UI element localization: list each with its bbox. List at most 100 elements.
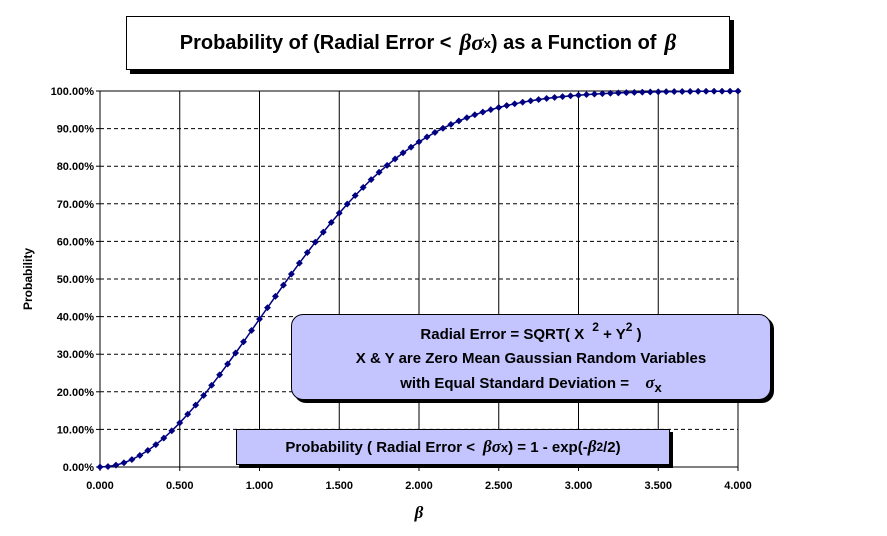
equation-prefix: Probability ( Radial Error < [285,438,475,456]
data-point [303,248,311,257]
data-point [184,410,192,418]
data-point [367,176,375,184]
data-point [112,461,120,469]
data-point [96,463,104,471]
data-point [471,111,479,119]
y-tick-label: 0.00% [63,462,94,474]
x-tick-label: 1.000 [246,480,274,492]
formula-line-2: X & Y are Zero Mean Gaussian Random Vari… [355,349,707,367]
data-point [335,209,343,217]
data-point [574,91,583,99]
data-point [463,114,471,122]
data-point [247,326,256,335]
series-markers [96,87,742,471]
y-tick-label: 70.00% [57,199,95,211]
equation-beta: β [587,437,597,456]
data-point [136,451,144,459]
data-point [670,88,678,96]
formula-line-3: with Equal Standard Deviation = σx [292,371,770,400]
y-tick-label: 30.00% [57,349,95,361]
chart-title: Probability of (Radial Error < βσ x) as a… [126,16,730,70]
data-point [439,124,447,132]
data-point [176,419,184,427]
data-point [255,315,264,323]
data-point [503,101,511,110]
data-point [359,183,367,191]
data-point [152,441,160,449]
x-tick-label: 0.000 [86,480,114,492]
equation-subscript-x: x [500,439,509,455]
data-point [718,87,726,95]
equation-annotation: Probability ( Radial Error < βσ x) = 1 - … [236,429,670,465]
data-point [279,281,287,289]
data-point [375,168,383,176]
formula-sigma: σ [645,372,655,392]
data-point [160,434,168,442]
title-subscript-x: x [483,35,491,51]
data-point [726,87,734,95]
data-point [216,371,224,379]
data-point [128,456,136,464]
data-point [120,459,128,467]
formula-line-3-prefix: with Equal Standard Deviation = [400,374,630,392]
data-point [598,90,606,98]
x-tick-label: 0.500 [166,480,194,492]
data-point [391,155,399,163]
data-point [662,88,670,96]
x-axis-label: β [414,503,424,522]
x-tick-label: 2.500 [485,480,513,492]
data-point [686,87,694,95]
data-point [104,462,112,471]
data-point [455,117,463,125]
data-point [734,87,742,95]
data-point [622,89,630,97]
data-point [327,218,335,226]
data-point [646,88,654,96]
data-point [702,87,710,95]
y-tick-label: 50.00% [57,274,95,286]
data-point [551,93,559,102]
y-axis-label: Probability [21,248,35,310]
data-point [311,238,319,246]
data-point [144,446,152,455]
y-tick-label: 80.00% [57,161,95,173]
x-tick-label: 2.000 [405,480,433,492]
data-point [399,149,407,157]
data-point [200,391,208,399]
data-point [519,98,527,106]
data-point [710,87,718,95]
data-point [590,90,599,98]
equation-middle: ) = 1 - exp(- [508,438,588,456]
data-point [407,143,415,151]
y-tick-label: 90.00% [57,124,95,136]
data-point [431,128,439,137]
data-point [168,427,176,435]
x-tick-label: 1.500 [325,480,353,492]
data-point [535,96,543,104]
x-tick-label: 3.500 [644,480,672,492]
data-point [487,106,495,114]
data-point [239,338,248,346]
axes [96,90,739,471]
data-point [447,120,455,128]
formula-sup-1: 2 [592,319,599,334]
data-point [511,100,519,108]
tick-labels: 0.00% 10.00% 20.00% 30.00% 40.00% 50.00% 60.00… [51,86,752,492]
data-point [208,381,216,389]
data-point [287,270,295,278]
title-prefix: Probability of (Radial Error < [179,31,452,54]
data-point [638,88,646,96]
x-tick-label: 4.000 [724,480,752,492]
y-tick-label: 100.00% [51,86,95,98]
data-point [263,304,272,312]
data-point [295,259,303,267]
equation-suffix: /2) [603,438,621,456]
data-point [495,103,503,112]
data-point [543,94,551,102]
gridlines [100,91,738,467]
title-beta-sigma: βσ [459,30,484,55]
data-point [479,108,487,116]
formula-sup-2: 2 [625,319,633,334]
y-tick-label: 20.00% [57,387,95,399]
